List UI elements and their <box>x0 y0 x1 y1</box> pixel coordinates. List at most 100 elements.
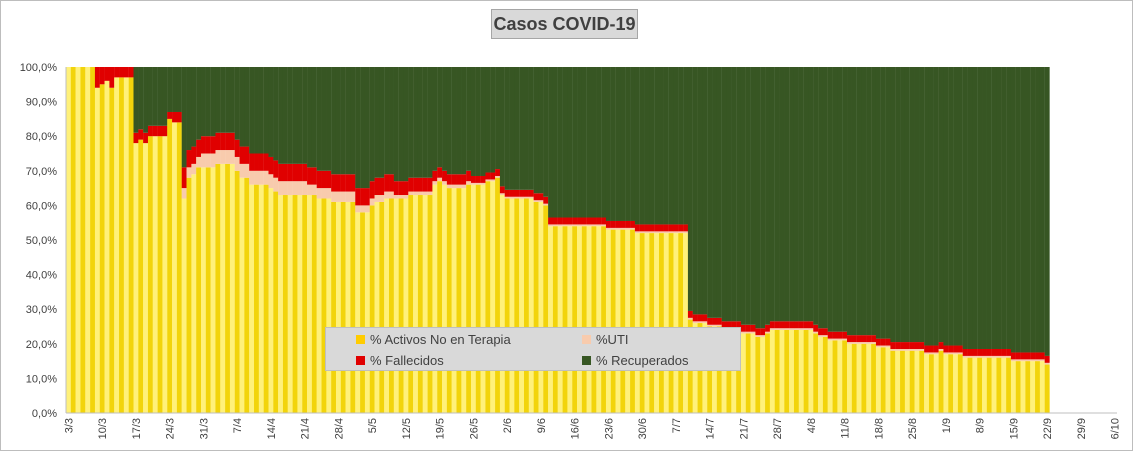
bar-segment <box>591 67 597 218</box>
x-tick-label: 22/9 <box>1042 418 1054 439</box>
bar-segment <box>856 342 862 344</box>
legend-swatch <box>356 356 365 365</box>
bar-segment <box>861 335 867 343</box>
bar-segment <box>957 345 963 353</box>
bar-segment <box>765 333 771 413</box>
bar-segment <box>278 163 284 182</box>
bar-segment <box>712 317 717 325</box>
bar-segment <box>413 195 419 413</box>
bar-segment <box>408 195 414 413</box>
bar-segment <box>630 67 636 221</box>
bar-segment <box>736 321 742 329</box>
bar-segment <box>948 354 954 413</box>
bar-segment <box>128 67 134 78</box>
bar-segment <box>128 77 134 413</box>
x-tick-label: 26/5 <box>468 418 480 439</box>
bar-segment <box>543 67 549 197</box>
bar-segment <box>451 174 457 185</box>
bar-segment <box>123 67 129 78</box>
bar-segment <box>605 220 611 228</box>
bar-segment <box>967 355 973 358</box>
bar-segment <box>374 67 380 178</box>
bar-segment <box>398 181 404 196</box>
bar-segment <box>1039 67 1045 353</box>
bar-segment <box>562 226 568 413</box>
bar-segment <box>851 343 857 413</box>
bar-segment <box>827 331 833 339</box>
bar-segment <box>673 67 679 225</box>
bar-segment <box>278 67 284 164</box>
bar-segment <box>331 191 337 202</box>
bar-segment <box>466 181 472 185</box>
bar-segment <box>712 67 717 318</box>
bar-segment <box>196 156 202 168</box>
bar-segment <box>808 328 814 330</box>
bar-segment <box>692 321 698 324</box>
bar-segment <box>740 331 746 334</box>
x-tick-label: 6/10 <box>1110 418 1122 439</box>
bar-segment <box>268 188 274 413</box>
bar-segment <box>798 329 804 413</box>
bar-segment <box>793 328 799 330</box>
bar-segment <box>755 336 761 413</box>
bar-segment <box>186 150 192 168</box>
bar-segment <box>461 184 467 189</box>
bar-segment <box>591 226 597 413</box>
bar-segment <box>119 77 124 413</box>
bar-segment <box>147 67 153 126</box>
bar-segment <box>654 233 660 413</box>
bar-segment <box>466 170 472 182</box>
bar-segment <box>335 191 341 202</box>
bar-segment <box>769 329 775 413</box>
bar-segment <box>138 67 144 130</box>
bar-segment <box>504 67 510 190</box>
bar-segment <box>321 198 327 413</box>
bar-segment <box>822 67 828 329</box>
bar-segment <box>437 181 443 413</box>
bar-segment <box>712 324 717 327</box>
bar-segment <box>543 205 549 413</box>
bar-segment <box>220 132 226 151</box>
bar-segment <box>1039 352 1045 360</box>
bar-segment <box>789 329 795 413</box>
bar-segment <box>326 170 332 189</box>
bar-segment <box>297 195 303 413</box>
bar-segment <box>928 345 934 353</box>
bar-segment <box>1001 357 1007 413</box>
bar-segment <box>514 196 520 199</box>
bar-segment <box>818 67 824 329</box>
bar-segment <box>273 177 279 192</box>
bar-segment <box>1030 67 1036 353</box>
bar-segment <box>818 335 824 337</box>
bar-segment <box>605 229 611 413</box>
bar-segment <box>384 198 390 413</box>
bar-segment <box>847 335 852 343</box>
bar-segment <box>340 201 346 413</box>
bar-segment <box>861 342 867 344</box>
bar-segment <box>943 352 949 355</box>
bar-segment <box>586 226 592 413</box>
bar-segment <box>740 324 746 332</box>
bar-segment <box>755 335 761 337</box>
bar-segment <box>509 67 515 190</box>
bar-segment <box>610 67 616 221</box>
bar-segment <box>311 167 317 185</box>
bar-segment <box>533 67 539 194</box>
bar-segment <box>157 67 163 126</box>
bar-segment <box>384 174 390 192</box>
bar-segment <box>475 67 481 176</box>
bar-segment <box>456 188 462 413</box>
bar-segment <box>514 67 520 190</box>
bar-segment <box>552 226 558 413</box>
bar-segment <box>1025 359 1031 362</box>
bar-segment <box>957 354 963 413</box>
bar-segment <box>943 354 949 413</box>
bar-segment <box>562 67 568 218</box>
bar-segment <box>374 177 380 196</box>
bar-segment <box>721 329 727 413</box>
bar-segment <box>996 355 1002 358</box>
bar-segment <box>147 136 153 413</box>
legend-swatch <box>356 335 365 344</box>
bar-segment <box>413 191 419 196</box>
bar-segment <box>750 324 756 332</box>
